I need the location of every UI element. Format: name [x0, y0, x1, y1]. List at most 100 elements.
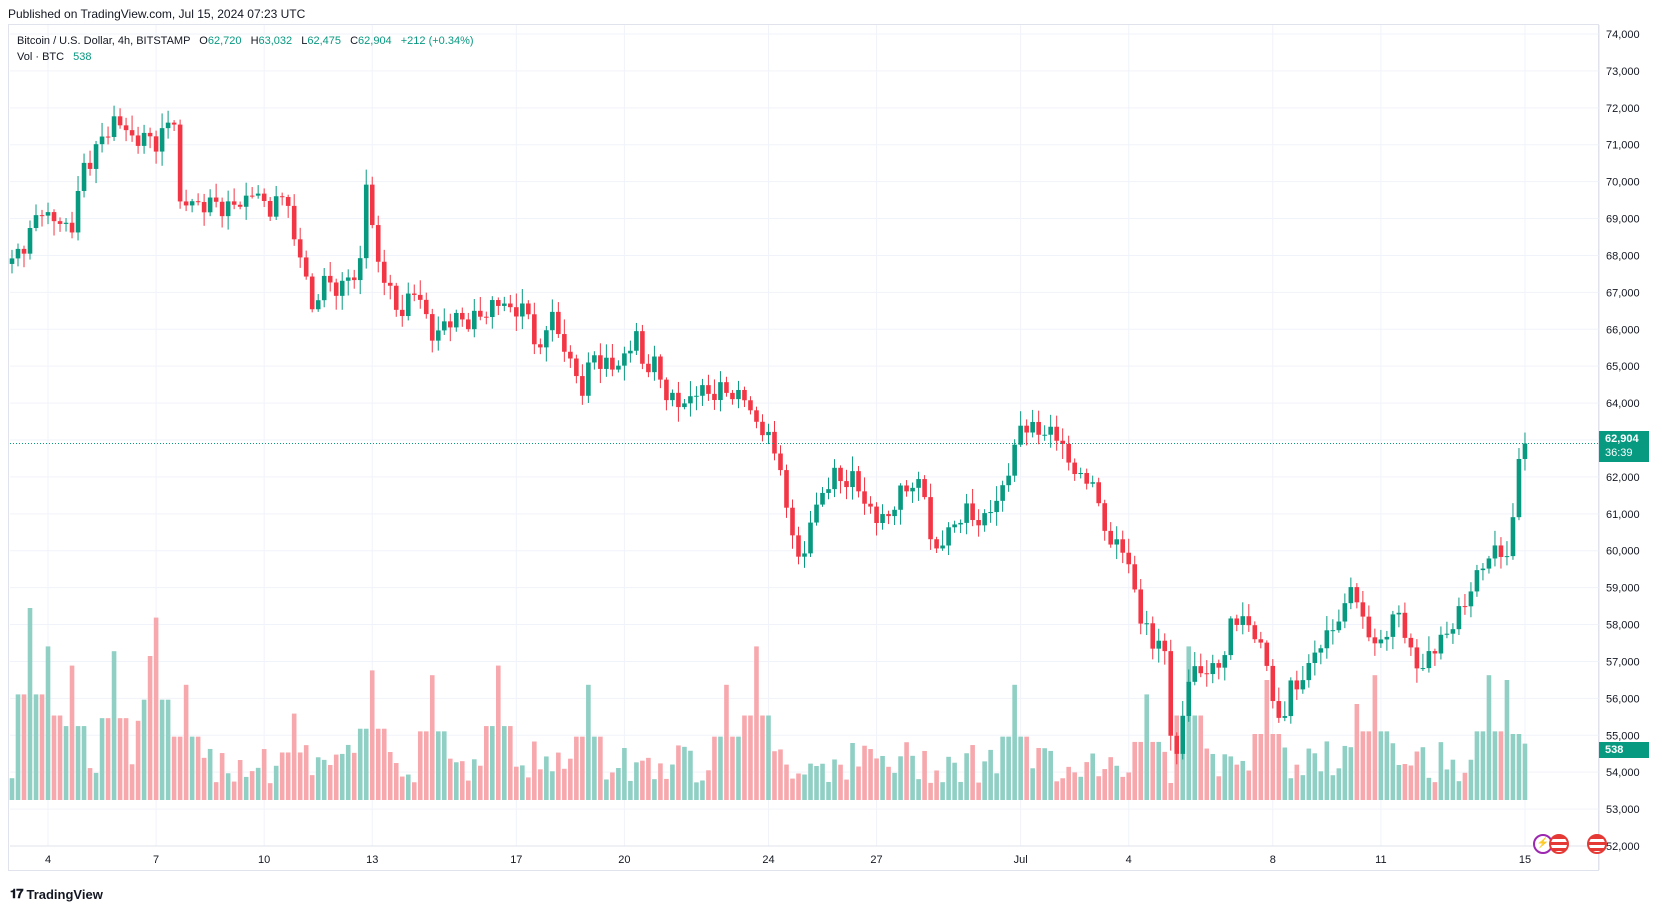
volume-bar: [1402, 763, 1408, 800]
candle-body: [165, 122, 171, 129]
candle-body: [1258, 639, 1264, 643]
candle-body: [532, 314, 537, 345]
candle-body: [1222, 655, 1228, 668]
candle-body: [478, 310, 483, 317]
candle-body: [814, 504, 819, 523]
candle-body: [1264, 642, 1270, 666]
volume-bar: [478, 765, 483, 800]
candle-body: [381, 261, 387, 283]
price-tick-label: 55,000: [1606, 730, 1640, 742]
volume-bar: [345, 744, 351, 800]
volume-bar: [1006, 736, 1011, 800]
candle-body: [490, 300, 495, 318]
volume-bar: [225, 773, 231, 800]
candle-body: [706, 385, 711, 394]
volume-bar: [369, 670, 375, 800]
candle-body: [1108, 530, 1114, 545]
volume-bar: [712, 736, 717, 800]
volume-bar: [490, 726, 495, 800]
volume-bar: [1384, 731, 1390, 800]
candle-body: [249, 195, 255, 197]
candle-body: [484, 316, 489, 318]
candle-body: [1396, 612, 1402, 615]
candle-body: [826, 489, 831, 493]
candle-body: [574, 358, 579, 377]
volume-bar: [694, 782, 699, 800]
volume-bar: [9, 778, 15, 800]
candle-body: [87, 162, 93, 169]
volume-value: 538: [73, 51, 92, 63]
candle-body: [147, 132, 153, 137]
candle-body: [1402, 612, 1408, 638]
candle-body: [718, 382, 723, 401]
candle-body: [459, 312, 465, 320]
candle-body: [508, 303, 513, 308]
price-tick-label: 54,000: [1606, 767, 1640, 779]
candle-body: [465, 319, 471, 330]
volume-bar: [123, 718, 129, 800]
candle-body: [610, 357, 615, 370]
volume-bar: [1282, 747, 1288, 800]
volume-bar: [87, 768, 93, 800]
candle-body: [1078, 472, 1083, 475]
volume-bar: [285, 752, 291, 800]
candle-body: [1246, 616, 1252, 626]
bar-countdown: 36:39: [1605, 447, 1633, 459]
volume-bar: [538, 769, 543, 800]
volume-bar: [1318, 771, 1324, 800]
volume-bar: [1072, 772, 1077, 800]
volume-bar: [790, 778, 795, 800]
volume-bar: [1456, 781, 1462, 800]
time-tick-label: 8: [1270, 854, 1276, 866]
candle-body: [1066, 443, 1071, 463]
volume-bar: [1132, 741, 1138, 800]
candle-body: [1408, 637, 1414, 648]
volume-bar: [1024, 736, 1029, 800]
volume-bar: [1474, 731, 1480, 800]
volume-bar: [550, 771, 555, 800]
volume-bar: [730, 736, 735, 800]
candle-body: [886, 514, 891, 517]
volume-bar: [1468, 759, 1474, 800]
candle-body: [544, 330, 549, 348]
volume-bar: [1330, 775, 1336, 800]
volume-bar: [1378, 731, 1384, 800]
volume-bar: [1342, 745, 1348, 800]
candle-body: [1162, 640, 1168, 652]
candle-body: [1426, 651, 1432, 669]
candle-body: [1090, 482, 1095, 484]
low-value: 62,475: [307, 35, 342, 47]
volume-legend-row: Vol · BTC 538: [17, 49, 474, 65]
volume-bar: [291, 713, 297, 800]
candle-body: [153, 136, 159, 152]
us-flag-event-icon[interactable]: [1587, 834, 1607, 854]
volume-bar: [658, 763, 663, 800]
us-flag-event-icon[interactable]: [1549, 834, 1569, 854]
volume-bar: [1222, 754, 1228, 800]
volume-bar: [892, 772, 897, 800]
volume-bar: [423, 731, 429, 800]
volume-bar: [93, 772, 99, 800]
candle-body: [129, 130, 135, 136]
candle-body: [9, 258, 15, 264]
candle-body: [808, 522, 813, 554]
volume-bar: [886, 766, 891, 800]
candle-body: [862, 491, 867, 504]
volume-bar: [1042, 748, 1047, 800]
candle-body: [69, 222, 75, 233]
candle-body: [910, 487, 915, 492]
volume-bar: [646, 757, 651, 800]
candle-body: [538, 344, 543, 348]
tradingview-brand[interactable]: 𝟏𝟕 TradingView: [10, 886, 103, 902]
candle-body: [934, 539, 939, 549]
volume-bar: [1054, 781, 1059, 800]
candle-body: [1324, 630, 1330, 649]
candle-body: [273, 196, 279, 217]
volume-bar: [568, 758, 573, 800]
candle-body: [1330, 630, 1336, 632]
volume-bar: [688, 750, 693, 800]
volume-bar: [1498, 731, 1504, 800]
candle-body: [315, 300, 321, 310]
chart-legend: Bitcoin / U.S. Dollar, 4h, BITSTAMP O62,…: [17, 33, 474, 65]
